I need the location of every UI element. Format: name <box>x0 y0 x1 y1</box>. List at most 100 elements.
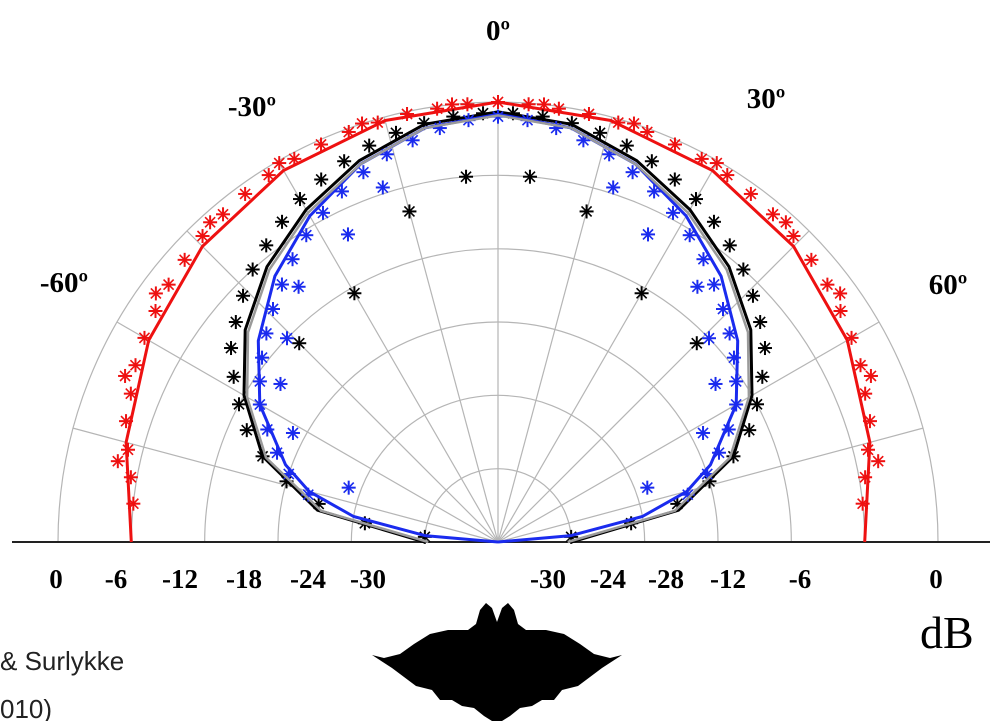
radial-tick-right: -12 <box>710 564 746 594</box>
data-point <box>855 496 870 511</box>
data-point <box>285 252 300 267</box>
data-point <box>137 330 152 345</box>
data-point <box>255 449 270 464</box>
data-point <box>123 470 138 485</box>
data-point <box>522 169 537 184</box>
data-point <box>755 369 770 384</box>
data-point <box>126 496 141 511</box>
data-point <box>148 286 163 301</box>
data-point <box>708 376 723 391</box>
data-point <box>334 184 349 199</box>
data-point <box>340 227 355 242</box>
data-point <box>459 169 474 184</box>
data-point <box>287 151 302 166</box>
data-point <box>203 215 218 230</box>
angle-label: 60º <box>929 269 968 301</box>
data-point <box>356 165 371 180</box>
data-point <box>341 480 356 495</box>
data-point <box>370 115 385 130</box>
radial-tick-right: -28 <box>648 564 684 594</box>
data-point <box>259 326 274 341</box>
data-point <box>634 286 649 301</box>
data-point <box>579 204 594 219</box>
data-point <box>128 358 143 373</box>
data-point <box>689 192 703 207</box>
data-point <box>536 97 551 112</box>
data-point <box>272 156 287 171</box>
data-point <box>274 277 289 292</box>
data-point <box>259 238 274 253</box>
data-point <box>625 165 640 180</box>
data-point <box>161 277 176 292</box>
data-point <box>667 172 682 187</box>
data-point <box>292 336 307 351</box>
data-point <box>726 350 741 365</box>
radial-tick-labels: 0 -6 -12 -18 -24 -30 -30 -24 -28 -12 -6 0 <box>49 564 943 594</box>
data-point <box>275 214 290 229</box>
radial-tick-left: -12 <box>162 564 198 594</box>
data-point <box>742 423 757 438</box>
data-point <box>696 252 711 267</box>
data-point <box>722 238 737 253</box>
data-point <box>123 386 138 401</box>
polar-grid <box>57 101 939 543</box>
radial-tick-right: 0 <box>929 564 943 594</box>
data-point <box>252 397 267 412</box>
data-point <box>709 156 724 171</box>
data-point <box>239 423 254 438</box>
data-point <box>564 116 579 131</box>
data-point <box>110 454 125 469</box>
data-point <box>689 336 704 351</box>
data-point <box>430 101 445 116</box>
data-point <box>400 107 415 122</box>
data-point <box>228 315 243 330</box>
data-point <box>736 262 751 277</box>
data-point <box>432 121 447 136</box>
data-point <box>314 172 329 187</box>
data-point <box>402 204 417 219</box>
angle-label: -30º <box>228 91 276 123</box>
data-point <box>694 151 709 166</box>
data-point <box>445 97 460 112</box>
data-point <box>119 414 134 429</box>
angle-label: 30º <box>747 83 786 115</box>
data-point <box>260 422 275 437</box>
grid-spoke <box>383 116 499 543</box>
data-point <box>291 279 306 294</box>
radial-tick-left: -30 <box>350 564 386 594</box>
data-point <box>606 180 621 195</box>
data-point <box>315 205 330 220</box>
data-point <box>745 288 760 303</box>
radial-tick-left: -18 <box>226 564 262 594</box>
data-point <box>232 397 247 412</box>
data-point <box>871 454 886 469</box>
data-point <box>729 374 744 389</box>
data-point <box>690 279 705 294</box>
data-point <box>551 101 566 116</box>
data-point <box>491 95 505 109</box>
data-point <box>833 303 848 318</box>
data-point <box>177 252 192 267</box>
data-point <box>765 207 780 222</box>
data-point <box>314 137 329 152</box>
data-point <box>722 326 737 341</box>
data-point <box>252 374 267 389</box>
data-point <box>341 124 356 139</box>
data-point <box>753 315 768 330</box>
data-point <box>285 425 300 440</box>
data-point <box>707 277 722 292</box>
data-point <box>375 180 390 195</box>
data-point <box>640 124 655 139</box>
grid-spoke <box>497 160 719 543</box>
grid-spoke <box>497 427 924 543</box>
data-point <box>236 288 251 303</box>
data-point <box>844 330 859 345</box>
data-point <box>640 480 655 495</box>
data-point <box>255 350 270 365</box>
data-point <box>706 214 721 229</box>
data-point <box>226 369 241 384</box>
series-1 <box>110 95 886 543</box>
data-point <box>726 449 741 464</box>
data-point <box>778 215 793 230</box>
data-point <box>833 286 848 301</box>
